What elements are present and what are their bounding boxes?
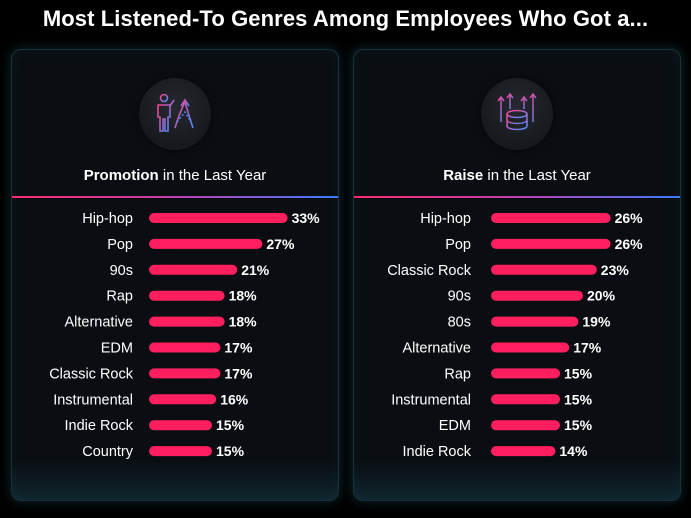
page-title: Most Listened-To Genres Among Employees … [42,6,649,31]
bar [149,342,221,353]
bar [149,264,238,275]
bar [491,238,611,249]
category-label: Country [82,444,134,460]
category-label: Pop [107,237,133,253]
category-label: Hip-hop [420,211,471,227]
value-label: 14% [559,443,588,459]
coins-growth-icon [497,92,537,131]
category-label: Rap [444,366,471,382]
category-label: Instrumental [391,392,471,408]
gradient-divider [12,196,338,198]
bar [149,213,288,223]
panel-subtitle: Promotion in the Last Year [12,167,338,184]
promotion-panel: Promotion in the Last Year Hip-hop 33% Pop… [11,49,339,501]
raise-icon-badge [481,78,553,150]
bar [491,342,570,353]
bar [491,394,560,405]
value-label: 17% [224,365,253,381]
bar [149,368,221,379]
subtitle-rest: in the Last Year [158,167,267,184]
bar [491,368,560,379]
value-label: 23% [601,262,630,278]
panel-subtitle: Raise in the Last Year [354,167,680,184]
category-label: EDM [439,418,471,434]
bar [149,420,212,431]
promotion-bar-chart: Hip-hop 33% Pop 27% 90s 21% Rap 18% Alternative 1… [49,210,321,460]
category-label: Indie Rock [64,418,133,434]
value-label: 27% [266,236,295,252]
subtitle-bold: Promotion [83,167,159,184]
bar [491,446,556,457]
bar [491,316,579,327]
value-label: 15% [564,365,593,381]
bar [149,238,263,249]
category-label: Classic Rock [387,263,472,279]
value-label: 15% [564,417,593,433]
category-label: Pop [445,237,471,253]
category-label: 90s [110,263,133,279]
gradient-divider [354,196,680,198]
value-label: 26% [615,210,644,226]
subtitle-bold: Raise [443,167,484,184]
category-label: Indie Rock [402,444,471,460]
value-label: 17% [224,340,253,356]
value-label: 33% [292,210,321,226]
value-label: 20% [587,288,616,304]
raise-bar-chart: Hip-hop 26% Pop 26% Classic Rock 23% 90s 20% 80s… [387,210,644,460]
bar [491,420,560,431]
category-label: 90s [448,289,471,305]
bar [491,290,583,301]
value-label: 15% [216,443,245,459]
bar [491,264,597,275]
bar [149,394,217,405]
value-label: 18% [229,288,258,304]
value-label: 19% [582,314,611,330]
person-growth-icon [157,93,194,132]
value-label: 15% [216,417,245,433]
value-label: 21% [241,262,270,278]
value-label: 18% [229,314,258,330]
bar [149,290,225,301]
bar [149,446,212,457]
category-label: Rap [106,289,133,305]
category-label: Alternative [402,341,471,357]
value-label: 26% [615,236,644,252]
bar [149,316,225,327]
category-label: Alternative [64,315,133,331]
category-label: Hip-hop [82,211,133,227]
value-label: 15% [564,391,593,407]
category-label: Classic Rock [49,366,134,382]
raise-panel: Raise in the Last Year Hip-hop 26% Pop 26% C… [353,49,681,501]
category-label: EDM [101,341,133,357]
bar [491,213,611,223]
value-label: 16% [220,391,249,407]
subtitle-rest: in the Last Year [483,167,591,184]
category-label: Instrumental [53,392,133,408]
promotion-icon-badge [139,78,211,150]
value-label: 17% [573,340,602,356]
category-label: 80s [448,315,471,331]
